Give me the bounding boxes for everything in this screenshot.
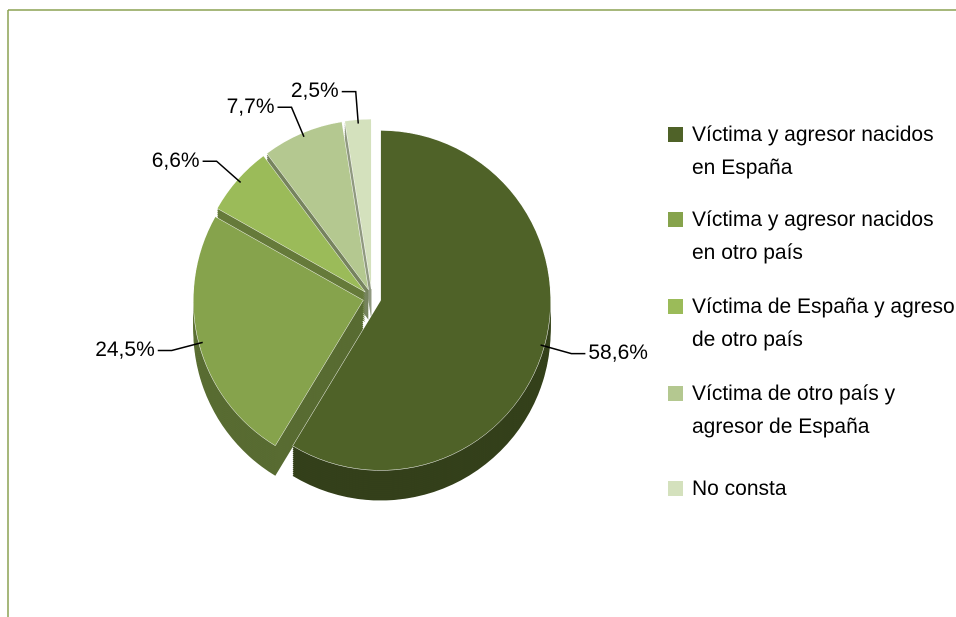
legend-swatch: [668, 212, 683, 227]
legend-swatch: [668, 481, 683, 496]
legend-label: Víctima de España y agresor de otro país: [692, 295, 956, 351]
legend-swatch: [668, 299, 683, 314]
data-label: 2,5%: [291, 79, 339, 102]
legend-entry: Víctima y agresor nacidos en otro país: [668, 203, 956, 269]
data-label: 24,5%: [95, 338, 155, 361]
legend-entry: Víctima de España y agresor de otro país: [668, 290, 956, 356]
legend-swatch: [668, 127, 683, 142]
legend-label: Víctima y agresor nacidos en España: [692, 123, 934, 179]
leader-line: [341, 90, 360, 124]
legend-entry: Víctima y agresor nacidos en España: [668, 118, 956, 184]
legend-entry: Víctima de otro país y agresor de España: [668, 377, 956, 443]
legend-swatch: [668, 386, 683, 401]
data-label: 6,6%: [152, 149, 200, 172]
legend-entry: No consta: [668, 472, 956, 505]
leader-line: [157, 341, 203, 352]
legend-label: No consta: [692, 477, 787, 500]
data-label: 58,6%: [588, 341, 648, 364]
leader-line: [277, 106, 305, 138]
legend-label: Víctima de otro país y agresor de España: [692, 382, 896, 438]
data-label: 7,7%: [227, 95, 275, 118]
leader-line: [202, 160, 242, 183]
leader-line: [540, 344, 586, 355]
legend-label: Víctima y agresor nacidos en otro país: [692, 208, 934, 264]
